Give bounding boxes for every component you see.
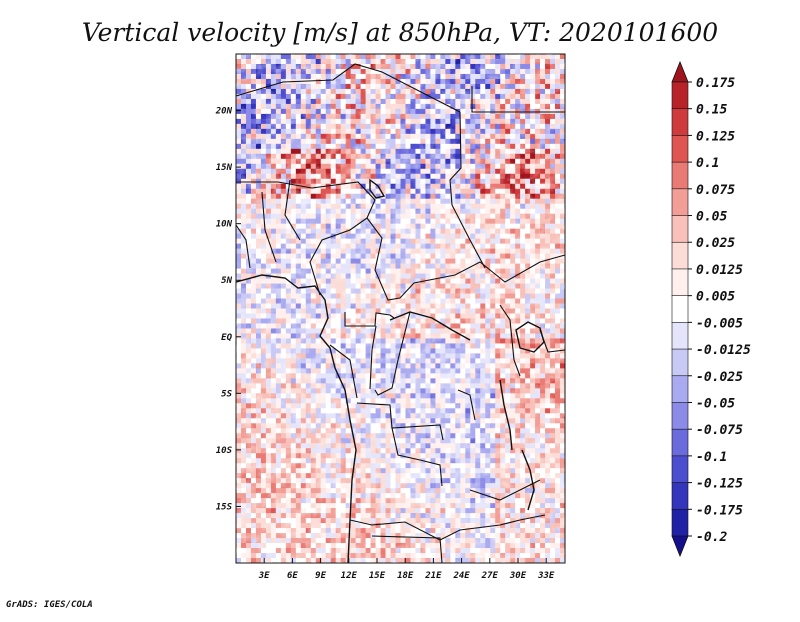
chart-title: Vertical velocity [m/s] at 850hPa, VT: 2… [82,18,718,47]
